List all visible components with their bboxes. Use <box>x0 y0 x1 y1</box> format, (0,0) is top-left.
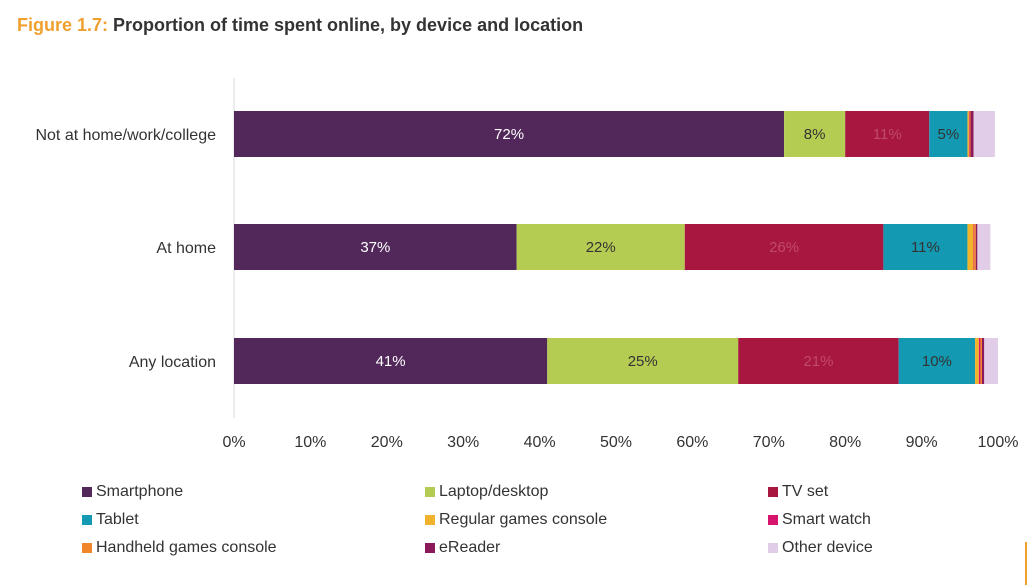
data-label-at-home-laptop-desktop: 22% <box>586 239 616 256</box>
legend-swatch-smartphone <box>82 487 92 497</box>
corner-accent <box>1025 542 1027 585</box>
legend-item-regular-games-console: Regular games console <box>425 511 607 529</box>
figure-number: Figure 1.7: <box>17 15 109 35</box>
bar-not-at-home-work-college-laptop-desktop <box>784 111 846 157</box>
x-tick-labels: 0% 10% 20% 30% 40% 50% 60% 70% 80% 90% 100% <box>222 434 1018 451</box>
legend-label-regular-games-console: Regular games console <box>439 511 608 528</box>
bar-at-home-smart-watch <box>973 224 975 270</box>
legend-item-tv-set: TV set <box>768 483 828 501</box>
bar-any-location-ereader <box>981 338 985 384</box>
legend-swatch-laptop-desktop <box>425 487 435 497</box>
data-label-not-at-home-work-college-tv-set: 11% <box>873 126 902 143</box>
legend-swatch-smart-watch <box>768 515 778 525</box>
bar-at-home-smartphone <box>234 224 517 270</box>
bar-any-location-other-device <box>984 338 998 384</box>
x-tick-5: 50% <box>600 434 632 451</box>
data-label-at-home-tv-set: 26% <box>769 239 799 256</box>
category-labels: Not at home/work/college At home Any locat… <box>35 127 216 371</box>
legend-item-laptop-desktop: Laptop/desktop <box>425 483 548 501</box>
data-label-any-location-smartphone: 41% <box>376 353 406 370</box>
bar-not-at-home-work-college-other-device <box>973 111 995 157</box>
legend-label-tablet: Tablet <box>96 511 139 528</box>
legend-item-smart-watch: Smart watch <box>768 511 871 529</box>
category-label-at-home: At home <box>156 240 216 257</box>
x-tick-3: 30% <box>447 434 479 451</box>
legend: Smartphone Laptop/desktop TV set Tablet Regu… <box>82 483 982 573</box>
data-label-not-at-home-work-college-tablet: 5% <box>937 126 959 143</box>
legend-label-tv-set: TV set <box>782 483 829 500</box>
bar-any-location-tablet <box>898 338 976 384</box>
bar-any-location-smartphone <box>234 338 548 384</box>
stacked-bar-chart: 72% 8% 11% 5% 37% 22% 26% 11% 41% 25% 21% 10% Not a… <box>35 78 1018 451</box>
bar-not-at-home-work-college-tablet <box>929 111 968 157</box>
x-tick-4: 40% <box>524 434 556 451</box>
bar-at-home-handheld-games-console <box>974 224 976 270</box>
x-tick-7: 70% <box>753 434 785 451</box>
legend-label-smart-watch: Smart watch <box>782 511 871 528</box>
data-label-not-at-home-work-college-laptop-desktop: 8% <box>804 126 826 143</box>
legend-label-other-device: Other device <box>782 539 873 556</box>
x-tick-6: 60% <box>676 434 708 451</box>
bar-not-at-home-work-college-tv-set <box>845 111 930 157</box>
bars-group: 72% 8% 11% 5% 37% 22% 26% 11% 41% 25% 21% 10% <box>234 111 998 384</box>
x-tick-9: 90% <box>906 434 938 451</box>
legend-label-smartphone: Smartphone <box>96 483 184 500</box>
legend-swatch-tablet <box>82 515 92 525</box>
category-label-not-at-home-work-college: Not at home/work/college <box>35 127 216 144</box>
bar-not-at-home-work-college-regular-games-console <box>967 111 969 157</box>
data-label-at-home-smartphone: 37% <box>360 239 390 256</box>
legend-label-ereader: eReader <box>439 539 501 556</box>
legend-swatch-ereader <box>425 543 435 553</box>
bar-at-home-regular-games-console <box>967 224 974 270</box>
bar-any-location-laptop-desktop <box>547 338 739 384</box>
legend-swatch-tv-set <box>768 487 778 497</box>
legend-swatch-other-device <box>768 543 778 553</box>
bar-any-location-smart-watch <box>978 338 981 384</box>
legend-label-handheld-games-console: Handheld games console <box>96 539 277 556</box>
bar-not-at-home-work-college-smartphone <box>234 111 785 157</box>
legend-swatch-regular-games-console <box>425 515 435 525</box>
x-tick-2: 20% <box>371 434 403 451</box>
bar-not-at-home-work-college-handheld-games-console <box>969 111 971 157</box>
bar-any-location-regular-games-console <box>975 338 979 384</box>
legend-swatch-handheld-games-console <box>82 543 92 553</box>
legend-item-smartphone: Smartphone <box>82 483 183 501</box>
x-tick-0: 0% <box>222 434 245 451</box>
bar-at-home-other-device <box>977 224 991 270</box>
bar-at-home-ereader <box>975 224 978 270</box>
bar-not-at-home-work-college-ereader <box>970 111 974 157</box>
legend-label-laptop-desktop: Laptop/desktop <box>439 483 549 500</box>
bar-at-home-tablet <box>883 224 968 270</box>
bar-at-home-tv-set <box>684 224 884 270</box>
data-label-at-home-tablet: 11% <box>911 239 940 256</box>
figure-title: Figure 1.7: Proportion of time spent onl… <box>17 15 583 36</box>
bar-any-location-handheld-games-console <box>980 338 982 384</box>
x-tick-10: 100% <box>978 434 1019 451</box>
legend-item-ereader: eReader <box>425 539 500 557</box>
x-tick-1: 10% <box>294 434 326 451</box>
figure-title-text: Proportion of time spent online, by devi… <box>113 15 584 35</box>
category-label-any-location: Any location <box>129 354 216 371</box>
legend-item-handheld-games-console: Handheld games console <box>82 539 277 557</box>
legend-item-other-device: Other device <box>768 539 873 557</box>
data-label-any-location-tv-set: 21% <box>803 353 833 370</box>
data-label-not-at-home-work-college-smartphone: 72% <box>494 126 524 143</box>
bar-at-home-laptop-desktop <box>516 224 685 270</box>
data-label-any-location-tablet: 10% <box>922 353 952 370</box>
data-label-any-location-laptop-desktop: 25% <box>628 353 658 370</box>
x-tick-8: 80% <box>829 434 861 451</box>
bar-any-location-tv-set <box>738 338 899 384</box>
bar-not-at-home-work-college-smart-watch <box>968 111 970 157</box>
legend-item-tablet: Tablet <box>82 511 139 529</box>
